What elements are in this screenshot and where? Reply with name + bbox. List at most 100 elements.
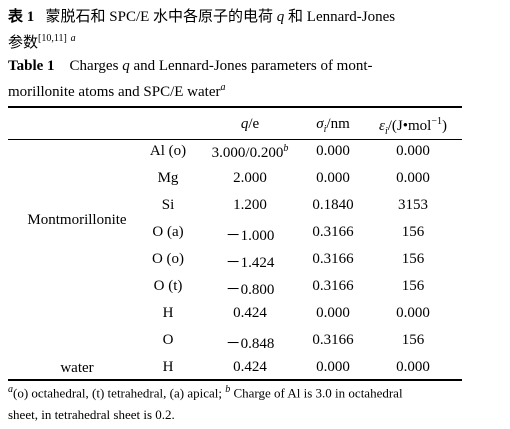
atom-label: Al (o) (149, 143, 187, 159)
cell-value: 2.000 (233, 170, 267, 186)
cell-value: 156 (401, 251, 425, 267)
cell: 156 (402, 224, 425, 241)
header-q: q/e (241, 116, 259, 133)
cell-value: 1.200 (233, 197, 267, 213)
cell-value: 0.3166 (312, 251, 354, 267)
cell: 156 (402, 251, 425, 268)
cell: －0.848 (226, 332, 275, 353)
atom-label: O (t) (153, 278, 183, 294)
note-mark: b (283, 143, 288, 154)
cell: 0.000 (396, 305, 430, 322)
atom-label: H (162, 305, 174, 321)
cell-value: 0.1840 (312, 197, 354, 213)
reference: [10,11] (38, 33, 67, 44)
table-label: Table 1 (8, 58, 55, 74)
cell-value: 0.424 (233, 305, 267, 321)
cell-value: 3.000/0.200 (211, 145, 284, 161)
note-mark: b (225, 384, 231, 395)
cell: 0.000 (396, 170, 430, 187)
cell: 3.000/0.200b (212, 143, 289, 162)
group-label: water (60, 359, 94, 376)
note-mark: a (70, 33, 76, 44)
cell: 0.424 (233, 305, 267, 322)
atom: Al (o) (150, 143, 186, 160)
cell-value: －1.424 (225, 255, 275, 271)
atom: O (t) (154, 278, 183, 295)
footnote: a(o) octahedral, (t) tetrahedral, (a) ap… (8, 384, 403, 401)
cell: 0.000 (316, 359, 350, 376)
cell: －0.800 (226, 278, 275, 299)
cell: 1.200 (233, 197, 267, 214)
cell-value: 0.000 (396, 170, 430, 186)
cell: 0.1840 (312, 197, 353, 214)
header-eps: εi/(J•mol−1) (379, 116, 447, 137)
title-en: Table 1 Charges q and Lennard-Jones para… (8, 58, 373, 75)
title-cn: 表 1 蒙脱石和 SPC/E 水中各原子的电荷 q 和 Lennard-Jone… (8, 5, 395, 26)
cell: 0.000 (396, 143, 430, 160)
atom-label: O (162, 332, 174, 348)
atom-label: H (162, 359, 174, 375)
header-sigma: σi/nm (316, 116, 350, 135)
cell-value: －0.800 (225, 282, 275, 298)
cell: 0.3166 (312, 251, 353, 268)
cell: 0.3166 (312, 278, 353, 295)
note-mark: a (220, 82, 226, 93)
cell: 0.3166 (312, 332, 353, 349)
note-mark: b (283, 143, 289, 154)
atom-label: Mg (157, 170, 179, 186)
cell-value: 156 (401, 332, 425, 348)
title-text: 蒙脱石和 SPC/E 水中各原子的电荷 (45, 9, 274, 25)
header-unit: ) (441, 118, 447, 134)
atom: Mg (158, 170, 179, 187)
cell-value: 0.3166 (312, 278, 354, 294)
atom: H (163, 359, 174, 376)
footnote-text: sheet, in tetrahedral sheet is 0.2. (8, 407, 175, 422)
cell-value: 0.000 (396, 143, 430, 159)
atom: O (o) (152, 251, 184, 268)
cell-value: 0.3166 (312, 224, 354, 240)
atom: O (163, 332, 174, 349)
cell-value: 0.3166 (312, 332, 354, 348)
cell: 156 (402, 278, 425, 295)
footnote-text: Charge of Al is 3.0 in octahedral (233, 385, 403, 401)
cell: －1.000 (226, 224, 275, 245)
cell-value: 3153 (398, 197, 428, 213)
title-text: 参数 (8, 35, 39, 51)
cell-value: 0.000 (396, 305, 430, 321)
cell: 0.000 (316, 170, 350, 187)
header-unit: /(J•mol (387, 118, 432, 134)
title-en-line2: morillonite atoms and SPC/E watera (8, 82, 225, 101)
header-unit: /nm (326, 116, 350, 132)
header-symbol: q (240, 116, 249, 132)
title-cn-line2: 参数[10,11] a (8, 31, 76, 52)
cell-value: 0.000 (316, 305, 350, 321)
header-subscript: i (384, 126, 388, 137)
cell-value: －1.000 (225, 228, 275, 244)
atom: O (a) (152, 224, 183, 241)
header-symbol: σ (316, 116, 324, 132)
title-text: 和 Lennard-Jones (288, 9, 396, 25)
atom: Si (162, 197, 175, 214)
cell-value: 0.000 (396, 359, 430, 375)
header-symbol: ε (379, 118, 385, 134)
title-text: and Lennard-Jones parameters of mont- (133, 58, 373, 74)
header-rule (8, 139, 462, 140)
cell: 0.3166 (312, 224, 353, 241)
header-subscript: i (323, 124, 327, 135)
title-text: morillonite atoms and SPC/E water (8, 84, 221, 100)
cell-value: 0.424 (233, 359, 267, 375)
cell-value: 0.000 (316, 170, 350, 186)
atom: H (163, 305, 174, 322)
cell-value: 0.000 (316, 143, 350, 159)
atom-label: Si (161, 197, 175, 213)
title-symbol: q (276, 9, 285, 25)
cell: 3153 (398, 197, 428, 214)
cell: 0.424 (233, 359, 267, 376)
group-label: Montmorillonite (27, 212, 127, 228)
header-exponent: −1 (431, 116, 442, 127)
cell: 0.000 (396, 359, 430, 376)
atom-label: O (o) (151, 251, 185, 267)
table-label: 表 1 (8, 9, 35, 25)
cell: 2.000 (233, 170, 267, 187)
